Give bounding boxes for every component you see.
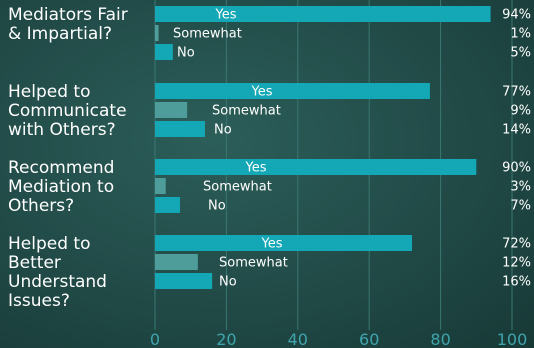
bar-category-label: Yes — [251, 85, 273, 100]
question-label-2: Recommend Mediation to Others? — [8, 158, 114, 216]
x-tick-label: 40 — [288, 330, 308, 348]
question-label-line: & Impartial? — [8, 24, 112, 44]
bar-category-label: Somewhat — [203, 180, 272, 195]
bar-category-label: No — [177, 46, 195, 61]
bar-category-label: Yes — [261, 237, 283, 252]
question-label-line: Helped to — [8, 82, 90, 102]
chart-bars: Yes Somewhat No Yes Somewhat No Yes Somewhat No Y… — [155, 6, 491, 290]
question-label-line: Communicate — [8, 101, 127, 121]
question-label-line: Helped to — [8, 234, 90, 254]
question-label-line: Issues? — [8, 291, 70, 311]
x-tick-label: 60 — [359, 330, 379, 348]
bar-category-label: No — [208, 199, 226, 214]
question-label-3: Helped to Better Understand Issues? — [8, 234, 107, 311]
percent-label: 16% — [502, 275, 531, 290]
bar-yes-0 — [155, 6, 491, 22]
question-label-line: Recommend — [8, 158, 114, 178]
bar-yes-2 — [155, 159, 477, 175]
question-label-line: Mediation to — [8, 177, 114, 197]
percent-label: 3% — [510, 180, 531, 195]
percent-label: 94% — [502, 8, 531, 23]
question-label-line: Mediators Fair — [8, 5, 128, 25]
question-label-line: with Others? — [8, 120, 116, 140]
question-label-line: Others? — [8, 196, 74, 216]
percent-label: 7% — [510, 199, 531, 214]
bar-category-label: Somewhat — [173, 27, 242, 42]
bar-somewhat-2 — [155, 178, 166, 194]
question-label-1: Helped to Communicate with Others? — [8, 82, 127, 140]
bar-somewhat-0 — [155, 25, 159, 41]
question-label-line: Understand — [8, 272, 107, 292]
bar-no-0 — [155, 44, 173, 60]
percent-label: 77% — [502, 85, 531, 100]
question-labels: Mediators Fair & Impartial?Helped to Commu… — [8, 5, 128, 311]
question-label-line: Better — [8, 253, 61, 273]
bar-no-1 — [155, 121, 205, 137]
percent-label: 90% — [502, 161, 531, 176]
x-tick-label: 80 — [430, 330, 450, 348]
percent-label: 72% — [502, 237, 531, 252]
percent-label: 9% — [510, 104, 531, 119]
bar-somewhat-1 — [155, 102, 188, 118]
bar-category-label: Somewhat — [212, 104, 281, 119]
percent-label: 1% — [510, 27, 531, 42]
percent-label: 5% — [510, 46, 531, 61]
percent-label: 12% — [502, 256, 531, 271]
x-axis-ticks: 0 20 40 60 80 100 — [150, 330, 527, 348]
bar-yes-1 — [155, 83, 430, 99]
x-tick-label: 100 — [497, 330, 528, 348]
bar-somewhat-3 — [155, 254, 198, 270]
bar-category-label: No — [214, 123, 232, 138]
percent-label: 14% — [502, 123, 531, 138]
bar-yes-3 — [155, 235, 413, 251]
percent-labels: 94% 1% 5% 77% 9% 14% 90% 3% 7% 72% 12% 16% — [502, 8, 531, 290]
bar-no-3 — [155, 273, 213, 289]
bar-category-label: Yes — [215, 8, 237, 23]
question-label-0: Mediators Fair & Impartial? — [8, 5, 128, 44]
x-tick-label: 0 — [150, 330, 160, 348]
bar-category-label: Yes — [245, 161, 267, 176]
bar-category-label: No — [219, 275, 237, 290]
bar-no-2 — [155, 197, 180, 213]
bar-category-label: Somewhat — [219, 256, 288, 271]
x-tick-label: 20 — [216, 330, 236, 348]
